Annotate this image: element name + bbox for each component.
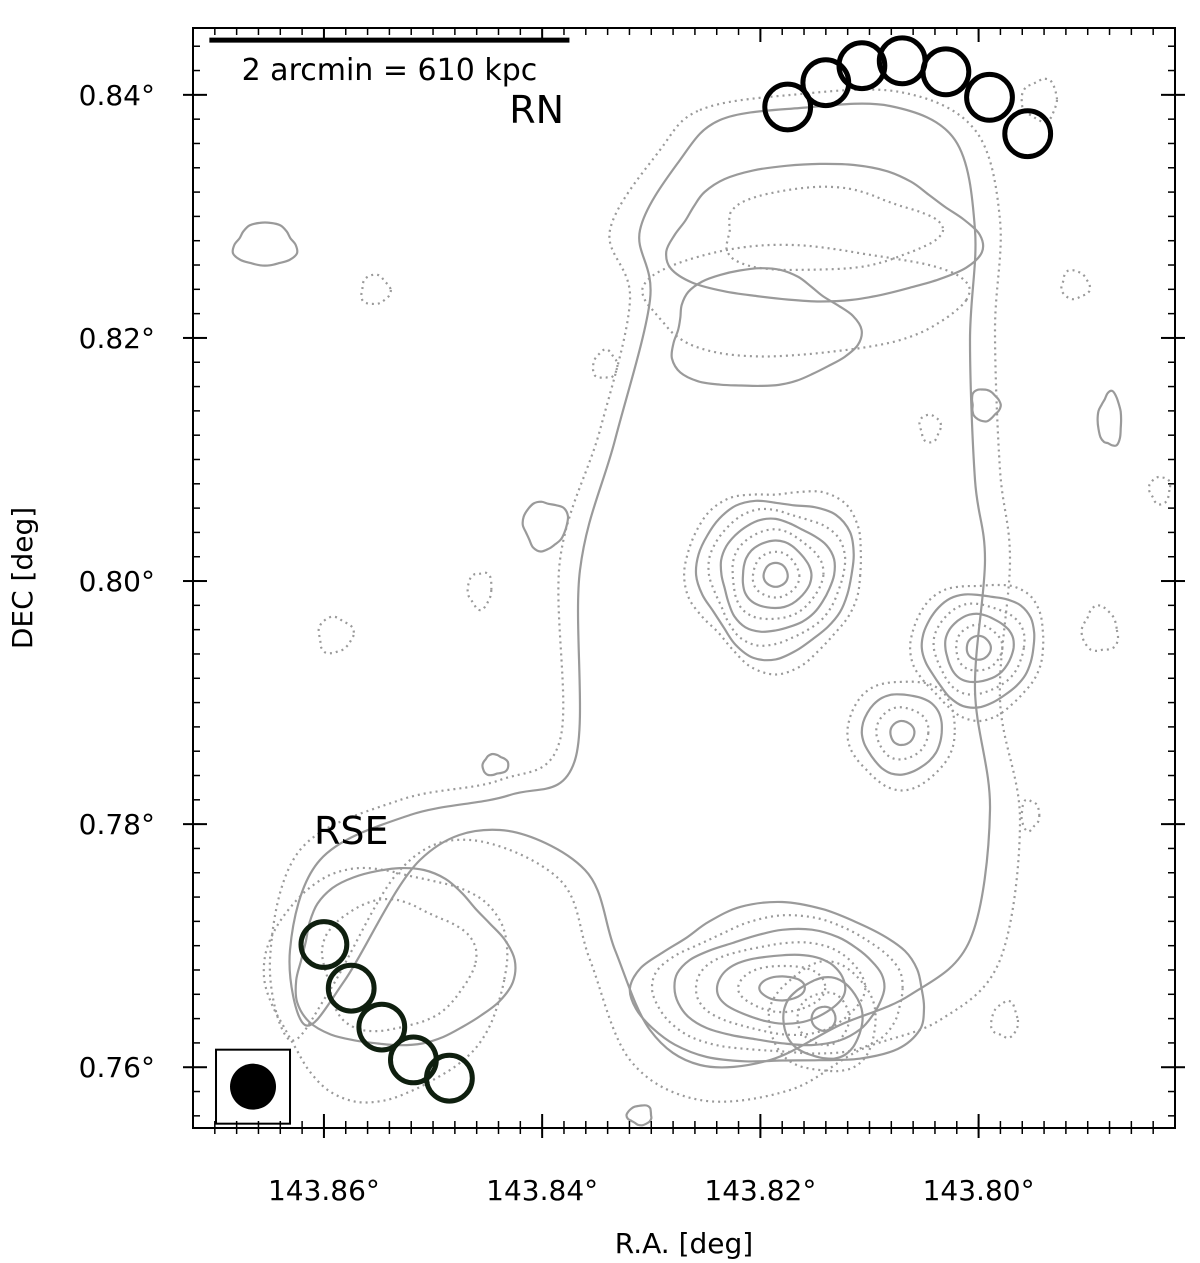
x-tick-label-3: 143.80° — [923, 1174, 1035, 1207]
contour-line-3 — [725, 185, 945, 272]
contour-line-36 — [782, 976, 864, 1060]
x-axis-title: R.A. [deg] — [615, 1227, 753, 1260]
contour-line-49 — [1147, 475, 1172, 506]
region-rn-circle-4 — [920, 46, 972, 98]
contour-line-14 — [707, 507, 847, 647]
contour-line-46 — [1060, 269, 1092, 301]
contour-line-29 — [715, 953, 847, 1025]
contour-line-15 — [694, 499, 855, 662]
scale-bar-label: 2 arcmin = 610 kpc — [242, 53, 538, 88]
y-tick-label-2: 0.80° — [79, 565, 155, 598]
contour-line-11 — [741, 539, 813, 610]
region-rse-circle-0 — [298, 919, 350, 970]
x-tick-label-1: 143.84° — [486, 1174, 598, 1207]
contour-line-25 — [860, 693, 944, 776]
regions-layer — [298, 35, 1054, 1104]
y-axis-title: DEC [deg] — [6, 507, 39, 649]
contour-line-22 — [908, 583, 1045, 723]
y-tick-label-4: 0.84° — [79, 79, 155, 112]
plot-frame — [192, 27, 1176, 1129]
contour-line-44 — [1096, 389, 1123, 447]
contour-line-12 — [731, 528, 825, 621]
contour-line-2 — [665, 162, 985, 303]
region-rn-circle-5 — [964, 71, 1015, 123]
y-tick-label-0: 0.76° — [79, 1051, 155, 1084]
x-tick-label-2: 143.82° — [704, 1174, 816, 1207]
region-rse-circle-2 — [356, 1001, 408, 1053]
contour-line-21 — [920, 593, 1036, 709]
contour-line-18 — [955, 623, 1004, 672]
contour-line-26 — [846, 680, 956, 792]
contour-line-41 — [521, 500, 570, 553]
contour-line-10 — [751, 550, 801, 599]
contour-line-23 — [889, 719, 916, 747]
region-rse-circle-1 — [325, 962, 377, 1014]
region-label-rn: RN — [509, 88, 564, 132]
contour-line-51 — [989, 999, 1020, 1040]
region-label-rse: RSE — [314, 809, 389, 853]
contour-line-6 — [294, 866, 517, 1047]
contour-line-17 — [965, 634, 993, 661]
contour-line-52 — [591, 348, 619, 379]
contour-line-5 — [670, 267, 863, 388]
contour-line-24 — [875, 706, 930, 761]
contour-line-30 — [694, 941, 867, 1037]
contour-line-13 — [719, 517, 836, 633]
contour-line-45 — [1080, 604, 1120, 653]
y-tick-label-1: 0.78° — [79, 808, 155, 841]
contour-line-20 — [932, 602, 1026, 696]
contour-line-4 — [641, 243, 971, 358]
region-rn-circle-2 — [836, 40, 888, 92]
contour-line-19 — [944, 612, 1015, 684]
contour-line-9 — [762, 561, 789, 588]
contour-line-50 — [625, 1104, 653, 1127]
region-rn-circle-1 — [800, 57, 852, 109]
contour-line-33 — [628, 900, 926, 1063]
ticks-layer: 143.86° 143.84° 143.82° 143.80° 0.76° 0.78° 0.… — [79, 28, 1185, 1207]
y-tick-label-3: 0.82° — [79, 322, 155, 355]
axes-layer — [192, 27, 1176, 1129]
contour-line-40 — [317, 615, 355, 655]
x-tick-label-0: 143.86° — [268, 1174, 380, 1207]
contour-line-0 — [268, 88, 1022, 1103]
contour-line-47 — [970, 388, 1002, 423]
contour-line-42 — [466, 571, 493, 612]
contour-line-1 — [288, 102, 992, 1069]
contour-line-31 — [673, 927, 886, 1047]
contour-line-32 — [650, 914, 904, 1055]
contour-line-53 — [481, 752, 510, 777]
contour-line-16 — [682, 490, 863, 676]
region-rse-circle-4 — [424, 1052, 475, 1104]
contour-line-34 — [810, 1005, 837, 1033]
contour-line-54 — [1020, 798, 1041, 833]
contour-line-48 — [918, 413, 943, 444]
region-rn-circle-6 — [1002, 108, 1054, 160]
contours-layer — [231, 77, 1172, 1127]
contour-line-43 — [1020, 77, 1059, 124]
annotation-layer: 2 arcmin = 610 kpc RN RSE — [209, 37, 570, 1125]
contour-line-39 — [360, 273, 392, 306]
beam-ellipse — [230, 1063, 277, 1110]
region-rn-circle-0 — [762, 81, 814, 133]
contour-line-28 — [736, 964, 827, 1014]
contour-line-38 — [231, 221, 299, 267]
contour-line-27 — [758, 975, 806, 1002]
